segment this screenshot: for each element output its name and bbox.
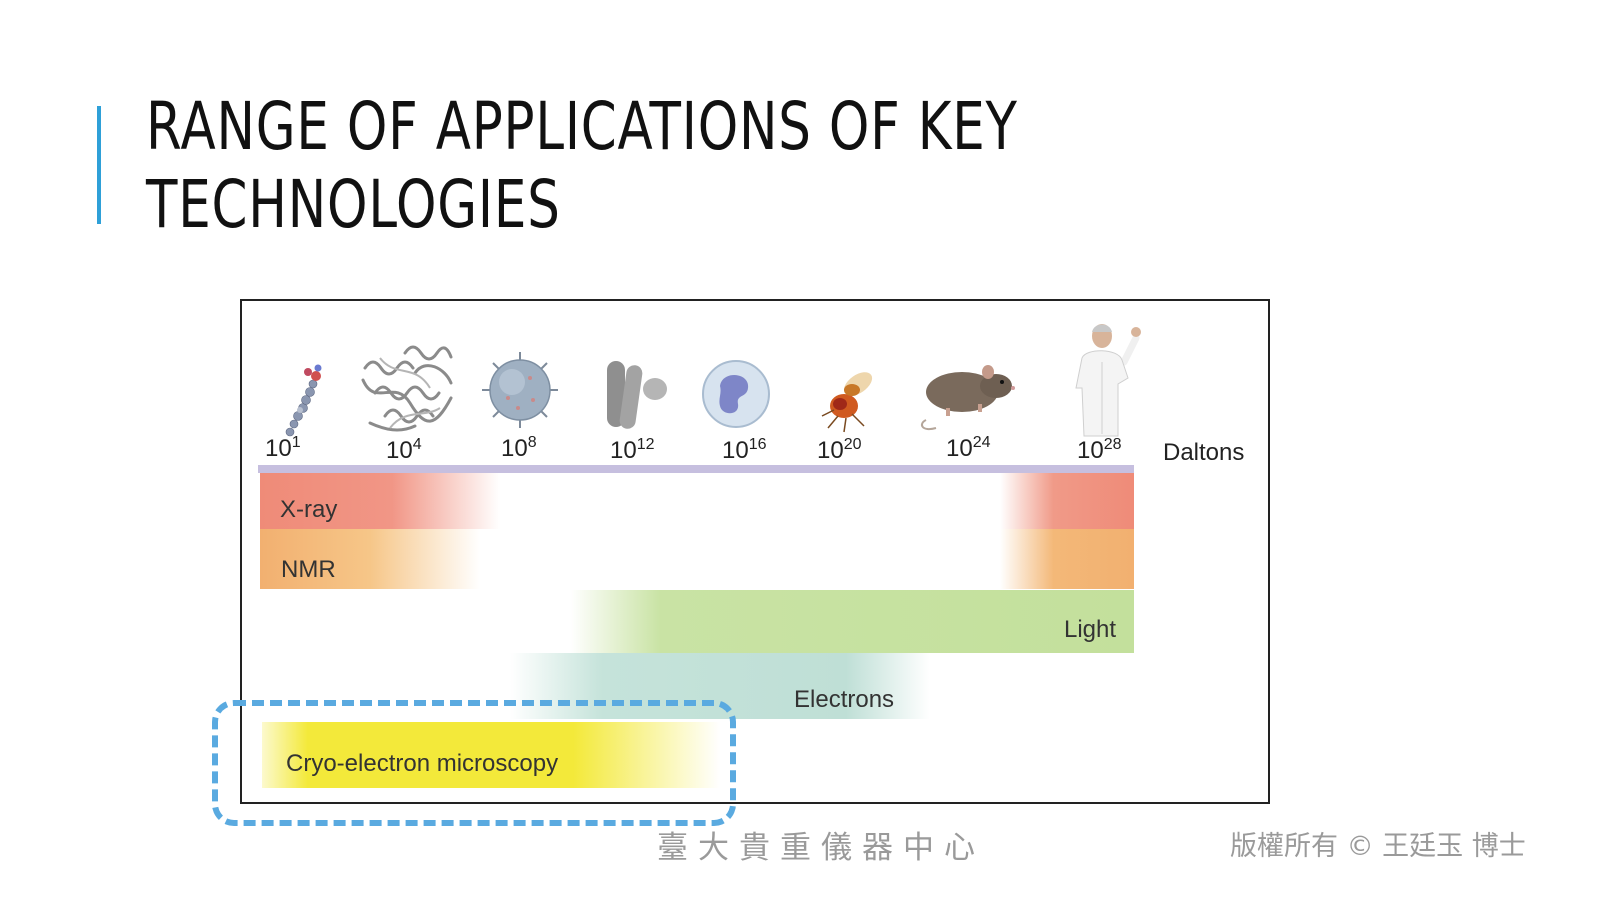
institution-watermark: 臺大貴重儀器中心	[657, 830, 985, 866]
mass-scale-axis	[258, 465, 1134, 473]
magnitude-label: 104	[386, 436, 422, 465]
copyright-notice: 版權所有 © 王廷玉 博士	[1230, 831, 1526, 862]
scale-unit-label: Daltons	[1163, 439, 1245, 466]
light-band	[570, 590, 1134, 653]
nmr-label: NMR	[281, 556, 336, 583]
light-label: Light	[1064, 616, 1117, 643]
cryo-em-band	[262, 722, 720, 788]
title-accent-bar	[97, 106, 101, 224]
mouse-icon	[920, 365, 1015, 430]
magnitude-label: 1012	[610, 436, 655, 465]
electrons-label: Electrons	[794, 686, 895, 713]
xray-band-high	[1000, 473, 1134, 529]
human-icon	[1075, 324, 1141, 437]
cell-icon	[702, 360, 770, 428]
title-line-2: TECHNOLOGIES	[146, 166, 561, 243]
fruit-fly-icon	[821, 372, 873, 433]
xray-band-low	[260, 473, 500, 529]
bacteria-icon	[607, 361, 667, 429]
cryo-em-highlight-box	[212, 700, 736, 826]
virus-icon	[482, 352, 558, 428]
title-line-1: RANGE OF APPLICATIONS OF KEY	[146, 88, 1018, 165]
cryo-em-label: Cryo-electron microscopy	[286, 750, 559, 777]
protein-structure-icon	[361, 345, 453, 432]
magnitude-label: 1020	[817, 436, 862, 465]
nmr-band-low	[260, 529, 480, 589]
nmr-band-high	[1000, 529, 1134, 589]
small-molecule-icon	[285, 364, 322, 437]
magnitude-label: 1028	[1077, 436, 1122, 465]
magnitude-label: 1016	[722, 436, 767, 465]
magnitude-label: 108	[501, 434, 537, 463]
magnitude-label: 101	[265, 434, 301, 463]
xray-label: X-ray	[280, 496, 338, 523]
slide-title: RANGE OF APPLICATIONS OF KEY TECHNOLOGIE…	[146, 88, 1018, 244]
magnitude-label: 1024	[946, 434, 991, 463]
